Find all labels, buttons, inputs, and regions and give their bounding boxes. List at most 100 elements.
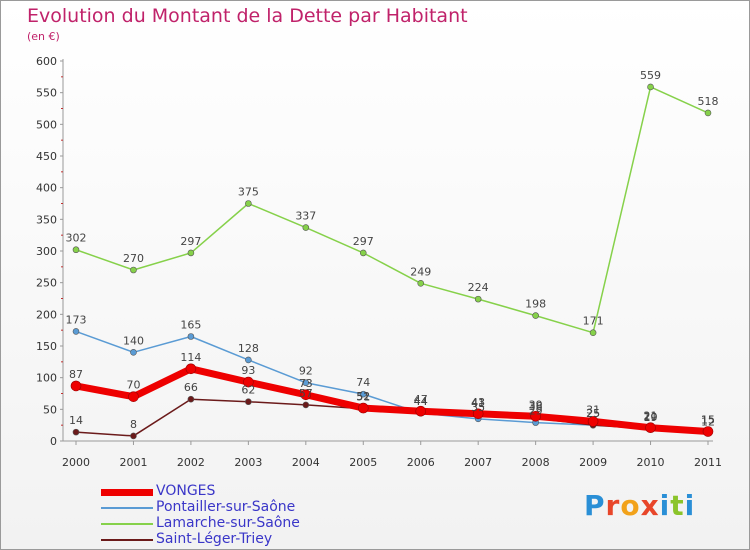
data-label: 20 [644,410,658,423]
legend-label: Pontailler-sur-Saône [156,499,296,515]
data-label: 559 [640,69,661,82]
legend-label: Lamarche-sur-Saône [156,515,300,531]
chart-title: Evolution du Montant de la Dette par Hab… [27,5,468,27]
x-tick-label: 2008 [522,456,550,469]
data-point [704,109,712,117]
data-label: 375 [238,186,259,199]
data-label: 337 [295,210,316,223]
y-tick-label: 500 [36,118,57,131]
data-point [245,200,252,207]
y-tick-label: 0 [50,435,57,448]
x-tick-label: 2002 [177,456,205,469]
data-label: 92 [299,365,313,378]
data-label: 35 [471,401,485,414]
series-line [75,398,709,437]
proxiti-logo: Proxiti [584,489,695,522]
x-tick-label: 2009 [579,456,607,469]
data-point [302,401,310,409]
data-point [474,295,482,303]
legend-swatch [101,523,153,525]
data-label: 31 [586,403,600,416]
data-label: 128 [238,342,259,355]
data-point [300,389,312,401]
y-tick-label: 350 [36,213,57,226]
logo-letter: o [620,489,641,522]
data-point [130,432,137,440]
data-point [415,405,427,417]
y-tick-label: 50 [43,403,57,416]
data-label: 270 [123,252,144,265]
data-point [72,428,80,436]
data-point [245,356,252,364]
y-tick-label: 250 [36,277,57,290]
data-point [243,376,254,388]
y-tick-label: 400 [36,182,57,195]
data-point [130,266,137,274]
data-label: 12 [701,415,715,428]
data-point [589,329,597,337]
data-label: 173 [66,313,87,326]
logo-letter: i [684,489,696,522]
data-label: 87 [69,368,83,381]
legend-label: VONGES [156,483,216,499]
data-label: 43 [471,396,485,409]
data-point [472,408,484,420]
data-point [302,379,310,387]
data-label: 73 [299,377,313,390]
data-point [187,249,195,257]
x-tick-label: 2006 [407,456,435,469]
x-tick-label: 2001 [119,456,147,469]
legend-swatch [101,539,153,541]
data-label: 41 [471,397,485,410]
x-tick-label: 2000 [62,456,90,469]
data-label: 198 [525,298,546,311]
data-label: 171 [583,315,604,328]
data-point [70,380,82,392]
y-tick-label: 600 [36,55,57,68]
series-lines [70,83,714,440]
data-label: 15 [701,414,715,427]
data-point [417,279,425,287]
data-point [187,395,195,403]
data-point [359,249,367,257]
data-label: 165 [180,319,201,332]
logo-letter: x [640,489,660,522]
x-tick-label: 2005 [349,456,377,469]
y-tick-label: 550 [36,87,57,100]
data-label: 297 [180,235,201,248]
data-point [72,246,80,254]
data-label: 114 [180,351,201,364]
x-tick-label: 2011 [694,456,722,469]
unit-label: (en €) [27,30,60,43]
legend-label: Saint-Léger-Triey [156,531,273,547]
logo-letter: i [659,489,671,522]
data-point [357,402,369,414]
data-point [530,410,541,422]
data-label: 8 [130,418,137,431]
data-label: 29 [529,405,543,418]
data-label: 302 [66,232,87,245]
series-line [75,86,709,334]
data-point [72,328,80,335]
data-label: 51 [356,391,370,404]
y-tick-label: 300 [36,245,57,258]
axes: 0 50 100 150 200 250 300 350 400 450 500 550 600 2000… [36,55,722,469]
data-label: 36 [529,400,543,413]
data-label: 25 [586,407,600,420]
logo-letter: P [584,489,606,522]
x-tick-label: 2003 [234,456,262,469]
data-label: 74 [356,376,370,389]
data-point [532,312,539,319]
data-label: 57 [299,387,313,400]
x-tick-label: 2010 [637,456,665,469]
data-label: 62 [241,384,255,397]
y-tick-label: 450 [36,150,57,163]
x-tick-label: 2004 [292,456,320,469]
data-point [130,349,137,356]
data-point [702,426,714,437]
data-label: 19 [644,411,658,424]
data-label: 44 [414,395,428,408]
